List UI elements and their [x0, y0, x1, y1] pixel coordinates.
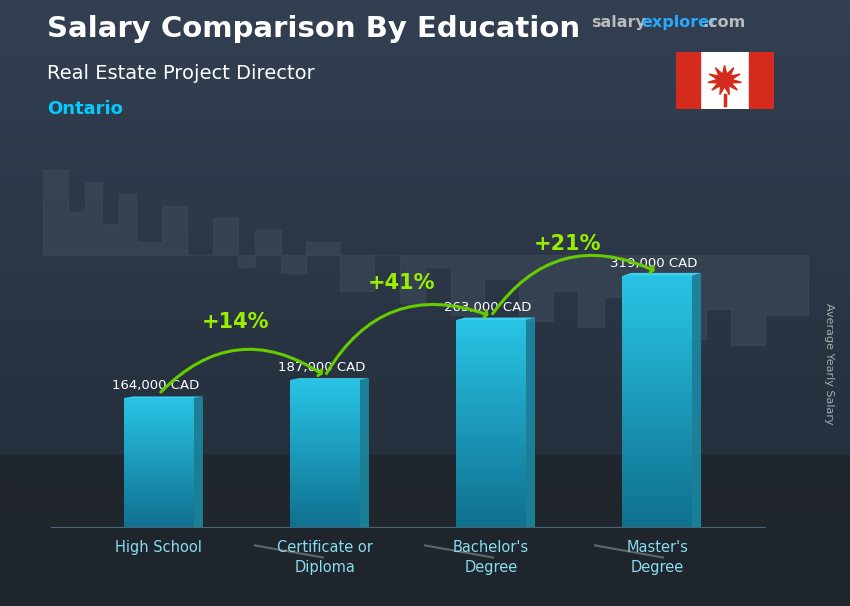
Text: +41%: +41%	[367, 273, 435, 293]
Text: 319,000 CAD: 319,000 CAD	[610, 256, 698, 270]
Polygon shape	[0, 454, 850, 606]
Polygon shape	[360, 378, 369, 527]
Bar	[749, 52, 774, 109]
Polygon shape	[708, 65, 741, 95]
Polygon shape	[622, 273, 701, 276]
Text: salary: salary	[591, 15, 646, 30]
Text: +14%: +14%	[201, 312, 269, 333]
Text: .com: .com	[702, 15, 745, 30]
Text: 187,000 CAD: 187,000 CAD	[278, 361, 366, 373]
Polygon shape	[526, 318, 535, 527]
Bar	[700, 52, 749, 109]
Text: Average Yearly Salary: Average Yearly Salary	[824, 303, 834, 424]
Polygon shape	[194, 396, 203, 527]
Bar	[676, 52, 700, 109]
Polygon shape	[456, 318, 535, 320]
Text: Real Estate Project Director: Real Estate Project Director	[47, 64, 314, 82]
Polygon shape	[42, 170, 807, 345]
Polygon shape	[290, 378, 369, 380]
Polygon shape	[124, 396, 203, 398]
Text: Ontario: Ontario	[47, 100, 122, 118]
Text: 263,000 CAD: 263,000 CAD	[444, 301, 531, 314]
Polygon shape	[692, 273, 701, 527]
Text: explorer: explorer	[642, 15, 718, 30]
Text: 164,000 CAD: 164,000 CAD	[112, 379, 199, 391]
Text: Salary Comparison By Education: Salary Comparison By Education	[47, 15, 580, 43]
Text: +21%: +21%	[534, 233, 601, 254]
